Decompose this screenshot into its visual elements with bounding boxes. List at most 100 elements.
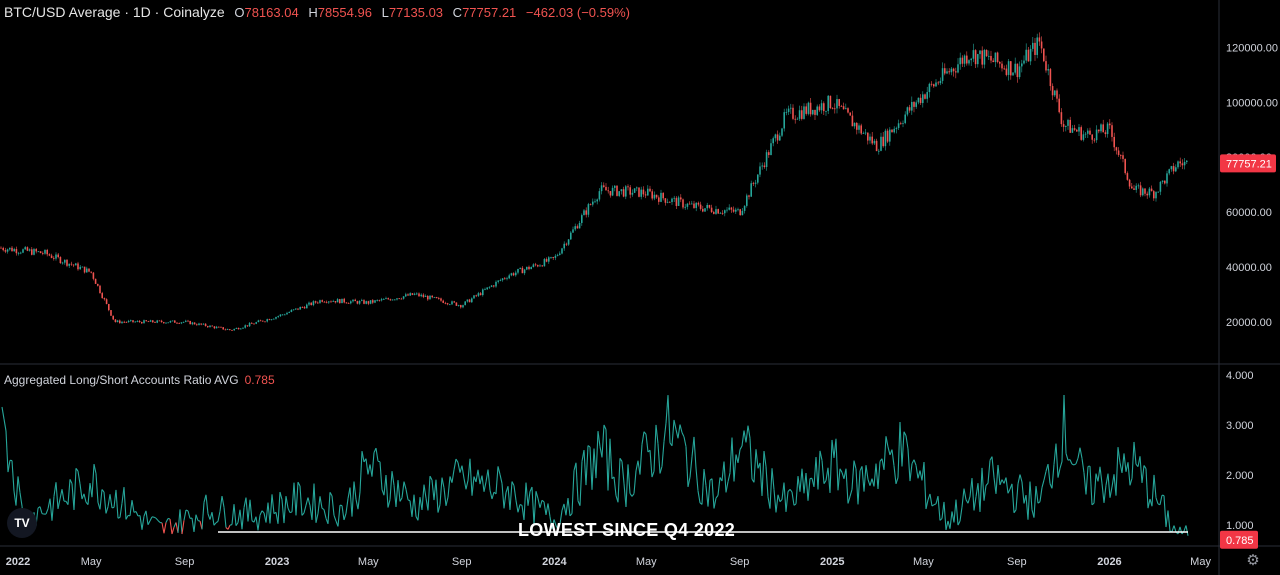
ratio-segment (517, 504, 521, 513)
tradingview-logo[interactable]: TV (7, 508, 37, 538)
candle-body (160, 320, 163, 323)
ratio-segment (295, 482, 299, 516)
candle-body (1155, 192, 1157, 199)
ratio-segment (227, 524, 231, 530)
candle-body (268, 319, 271, 321)
candle-body (356, 301, 359, 304)
candle-body (677, 197, 680, 206)
candle-body (270, 319, 273, 321)
candle-body (574, 226, 576, 230)
candle-body (862, 132, 865, 134)
candle-body (532, 264, 535, 268)
symbol-title[interactable]: BTC/USD Average · 1D · Coinalyze (4, 4, 225, 20)
ratio-segment (1039, 487, 1043, 502)
ratio-segment (527, 491, 531, 506)
candle-body (39, 251, 42, 254)
candle-body (20, 252, 22, 254)
ratio-segment (831, 439, 835, 458)
time-axis-tick: Sep (175, 556, 195, 568)
candle-body (134, 321, 136, 323)
ratio-segment (1097, 466, 1101, 482)
ratio-segment (907, 448, 911, 482)
ratio-segment (51, 496, 55, 521)
ratio-segment (523, 482, 527, 520)
ratio-segment (1059, 461, 1063, 469)
candle-body (829, 95, 832, 109)
ratio-segment (861, 466, 865, 492)
ratio-segment (303, 505, 307, 514)
gear-icon[interactable]: ⚙ (1246, 552, 1260, 569)
candle-body (682, 199, 684, 208)
candle-body (658, 197, 660, 202)
candle-body (50, 255, 53, 258)
ratio-segment (441, 477, 445, 488)
ratio-segment (407, 499, 411, 502)
ratio-segment (655, 424, 659, 444)
candle-body (871, 136, 873, 144)
candle-body (647, 188, 649, 196)
ratio-segment (789, 488, 793, 493)
ratio-segment (949, 511, 953, 529)
ratio-segment (179, 509, 183, 535)
ratio-segment (1037, 501, 1041, 504)
candle-body (554, 255, 557, 258)
candle-body (229, 329, 231, 330)
ratio-segment (301, 512, 305, 516)
candle-body (77, 263, 79, 270)
candle-body (572, 229, 574, 233)
ratio-segment (755, 449, 759, 469)
ratio-segment (1123, 453, 1127, 472)
ratio-segment (867, 479, 871, 486)
candle-body (801, 110, 803, 119)
ratio-segment (417, 497, 421, 521)
ratio-segment (405, 489, 409, 500)
candle-body (253, 323, 255, 325)
ratio-segment (187, 510, 191, 519)
candle-body (1168, 169, 1170, 174)
candle-body (1003, 68, 1005, 70)
candle-body (774, 134, 777, 139)
ratio-segment (813, 457, 817, 487)
ratio-segment (873, 463, 877, 487)
indicator-legend[interactable]: Aggregated Long/Short Accounts Ratio AVG… (4, 373, 275, 387)
ratio-segment (801, 468, 805, 494)
ratio-segment (141, 516, 145, 530)
candle-body (1159, 181, 1162, 192)
ratio-segment (135, 511, 139, 517)
ratio-segment (961, 488, 965, 508)
ratio-segment (411, 494, 415, 517)
ratio-segment (7, 460, 11, 473)
candle-body (968, 60, 970, 64)
candle-body (1186, 160, 1188, 162)
candle-body (2, 247, 4, 251)
ratio-segment (165, 518, 169, 523)
candle-body (149, 320, 152, 322)
candle-body (618, 191, 620, 196)
candle-body (473, 295, 475, 299)
candle-body (103, 298, 106, 300)
candle-body (644, 194, 647, 196)
candle-body (1040, 41, 1043, 49)
price-axis-tick: 60000.00 (1226, 207, 1272, 219)
candle-body (1120, 154, 1122, 156)
candle-body (158, 320, 161, 322)
ratio-segment (239, 509, 243, 530)
time-axis-tick: 2023 (265, 556, 289, 568)
candle-body (55, 254, 57, 259)
candle-body (365, 301, 367, 304)
candle-body (541, 265, 543, 267)
candle-body (825, 110, 827, 112)
candle-body (57, 254, 59, 258)
ratio-segment (177, 509, 181, 533)
candle-body (182, 321, 185, 323)
ratio-segment (171, 526, 175, 535)
candle-body (1054, 90, 1056, 96)
ratio-segment (957, 520, 961, 526)
candle-body (919, 97, 922, 104)
candle-body (970, 58, 972, 61)
candle-body (44, 249, 46, 254)
candle-body (266, 319, 268, 322)
last-ratio-label: 0.785 (1226, 535, 1254, 547)
candle-body (620, 189, 623, 192)
